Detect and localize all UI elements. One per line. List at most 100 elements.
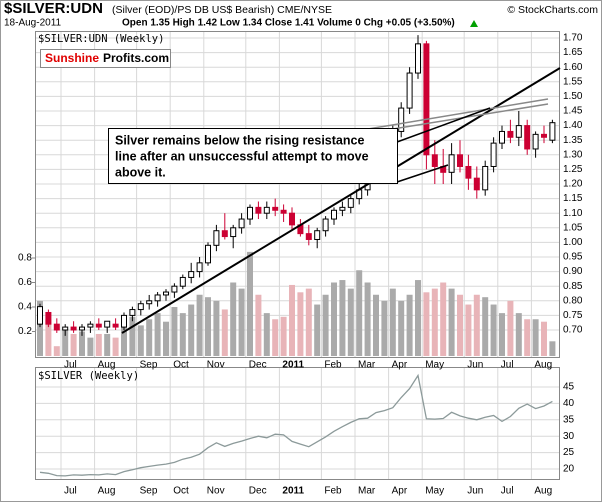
annotation: above it.: [115, 165, 166, 179]
y-tick-label: 1.00: [563, 237, 583, 248]
x-tick-label: Apr: [392, 486, 408, 497]
volume-bar: [448, 288, 455, 356]
logo: Sunshine: [45, 51, 99, 65]
candle-body: [37, 306, 43, 325]
volume-bar: [289, 284, 295, 356]
x-tick-label: Feb: [324, 360, 342, 371]
volume-bar: [431, 288, 438, 356]
candle-body: [499, 130, 505, 144]
x-tick-label: Nov: [207, 486, 225, 497]
volume-bar: [272, 319, 279, 356]
volume-bar: [137, 325, 144, 356]
x-tick-label: Aug: [98, 486, 116, 497]
y-tick-label: 0.90: [563, 266, 583, 277]
volume-bar: [406, 294, 413, 356]
y-tick-label: 1.25: [563, 164, 583, 175]
volume-bar: [499, 313, 505, 356]
candle-body: [62, 326, 69, 331]
volume-bar: [70, 333, 77, 356]
volume-bar: [87, 337, 94, 356]
y-tick-label: 30: [563, 431, 575, 442]
y-tick-label: 20: [563, 464, 575, 475]
pointer-line: [396, 164, 449, 183]
x-tick-label: Jul: [501, 486, 514, 497]
volume-bar: [490, 304, 497, 356]
x-tick-label: Jul: [64, 360, 77, 371]
candle-body: [263, 206, 270, 214]
candle-body: [289, 212, 295, 226]
x-tick-label: Aug: [534, 486, 552, 497]
volume-bar: [79, 331, 85, 356]
candle-body: [154, 294, 161, 302]
x-tick-label: Sep: [140, 360, 158, 371]
candle-body: [515, 125, 522, 138]
volume-bar: [532, 319, 539, 356]
panel-title: $SILVER:UDN (Weekly): [38, 33, 164, 45]
volume-tick-label: 0.4: [18, 302, 32, 313]
y-tick-label: 1.35: [563, 135, 583, 146]
volume-bar: [423, 292, 430, 356]
candle-body: [53, 323, 60, 331]
candle-body: [129, 309, 136, 316]
candle-body: [532, 133, 539, 150]
volume-bar: [549, 341, 556, 356]
volume-bar: [398, 300, 405, 356]
y-tick-label: 0.75: [563, 310, 583, 321]
y-tick-label: 35: [563, 414, 575, 425]
source: © StockCharts.com: [507, 4, 598, 16]
y-tick-label: 1.50: [563, 91, 583, 102]
volume-bar: [389, 288, 396, 356]
volume-bar: [331, 282, 337, 356]
annotation-box: [108, 128, 398, 184]
candle-body: [247, 206, 253, 220]
volume-bar: [381, 300, 388, 356]
y-tick-label: 1.10: [563, 208, 583, 219]
volume-bar: [524, 319, 531, 356]
candle-body: [205, 244, 211, 264]
candle-body: [95, 323, 102, 328]
y-tick-label: 1.40: [563, 120, 583, 131]
candle-body: [406, 72, 413, 109]
y-tick-label: 1.60: [563, 62, 583, 73]
volume-bar: [473, 294, 480, 356]
silver-layer: 20 25 30 35 40 45 Jul Aug Sep Oct Nov Dec 2011 Feb Mar…: [36, 368, 575, 497]
candle-body: [112, 323, 119, 328]
candle-body: [541, 133, 547, 138]
x-tick-label: Dec: [249, 360, 267, 371]
volume-bar: [62, 329, 69, 356]
candle-body: [171, 285, 178, 293]
candle-body: [507, 130, 514, 138]
candle-body: [137, 303, 144, 311]
volume-bar: [45, 319, 52, 356]
candle-body: [314, 230, 321, 240]
y-tick-label: 1.05: [563, 222, 583, 233]
candle-body: [45, 311, 52, 325]
candle-body: [473, 177, 480, 191]
volume-bar: [440, 282, 447, 356]
x-tick-label: Jul: [64, 486, 77, 497]
x-tick-label: 2011: [282, 486, 304, 497]
candle-body: [524, 125, 531, 150]
candle-body: [398, 107, 405, 132]
candle-body: [213, 230, 220, 246]
volume-bar: [322, 294, 329, 356]
volume-bar: [364, 282, 371, 356]
y-tick-label: 40: [563, 398, 575, 409]
candle-body: [196, 262, 203, 273]
candle-body: [331, 209, 337, 220]
annotation: Silver remains below the rising resistan…: [115, 133, 364, 147]
x-tick-label: Aug: [98, 360, 116, 371]
volume-bar: [163, 321, 169, 356]
volume-bar: [188, 304, 195, 356]
volume-bar: [297, 292, 304, 356]
x-tick-label: Mar: [358, 486, 376, 497]
candle-body: [423, 43, 430, 156]
y-tick-label: 1.70: [563, 33, 583, 44]
x-tick-label: Apr: [392, 360, 408, 371]
x-tick-label: May: [425, 486, 444, 497]
logo-box: [40, 49, 171, 68]
volume-bar: [255, 294, 262, 356]
candle-body: [221, 230, 228, 238]
